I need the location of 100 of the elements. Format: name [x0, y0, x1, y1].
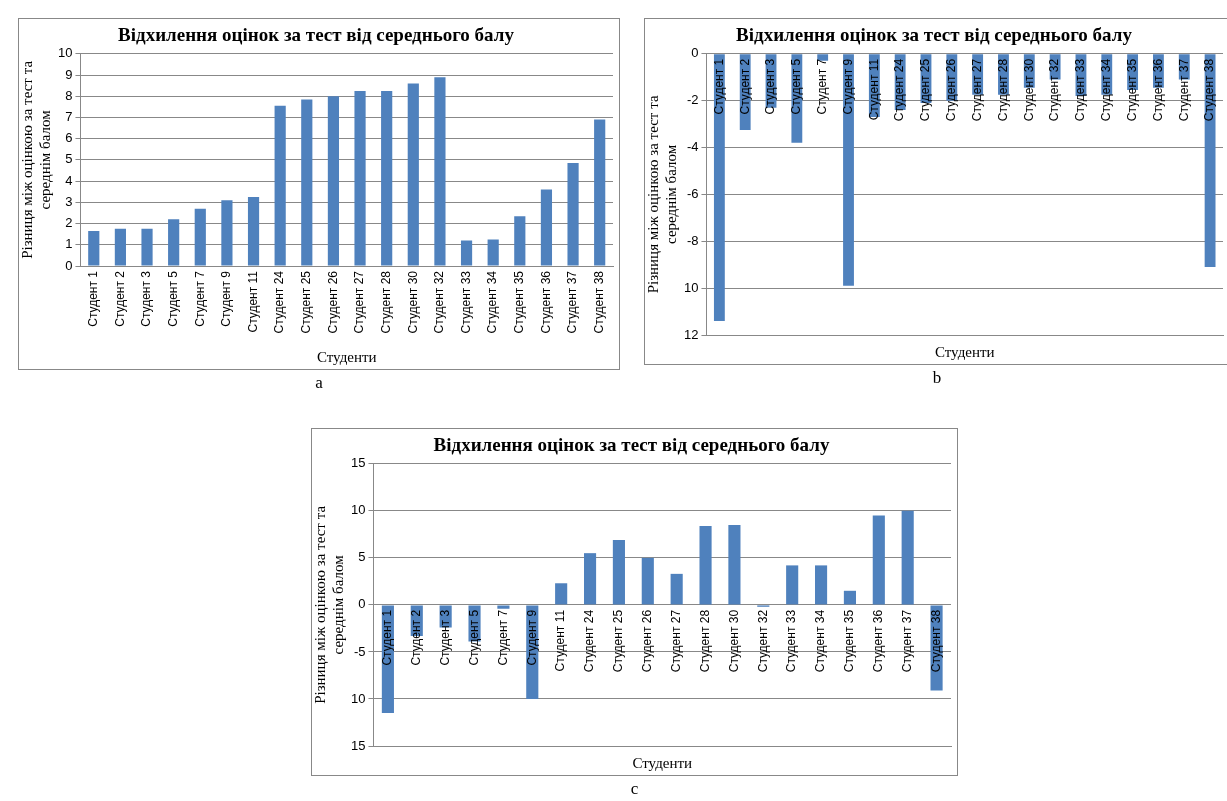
x-tick-label: Студент 24 [892, 58, 907, 122]
x-tick-label: Студент 33 [784, 609, 799, 673]
x-axis-title: Студенти [934, 343, 995, 360]
bar [381, 90, 393, 266]
x-tick-label: Студент 2 [112, 270, 127, 327]
x-tick-label: Студент 30 [1021, 58, 1036, 122]
x-tick-label: Студент 38 [1202, 58, 1217, 122]
bar [274, 105, 286, 266]
x-tick-label: Студент 3 [139, 270, 154, 327]
bar [327, 96, 340, 266]
x-tick-label: Студент 1 [380, 609, 395, 666]
x-tick-label: Студент 7 [192, 270, 207, 327]
y-tick-label: -8 [686, 232, 699, 248]
x-tick-label: Студент 28 [697, 609, 712, 673]
y-tick-label: 0 [358, 596, 366, 612]
x-tick-label: Студент 26 [640, 609, 655, 673]
chart-title: Відхилення оцінок за тест від середнього балу [736, 24, 1133, 46]
bar [88, 230, 100, 266]
y-tick-label: 10 [57, 45, 73, 61]
x-tick-label: Студент 25 [611, 609, 626, 673]
x-tick-label: Студент 34 [813, 609, 828, 673]
x-tick-label: Студент 36 [538, 270, 553, 334]
x-tick-label: Студент 1 [86, 270, 101, 327]
y-tick-label: 10 [350, 690, 366, 706]
x-tick-label: Студент 28 [995, 58, 1010, 122]
y-axis-title: Різниця між оцінкою за тест та середнім балом [18, 60, 53, 259]
x-tick-label: Студент 32 [1047, 58, 1062, 122]
bar [641, 557, 654, 605]
y-tick-label: 8 [65, 87, 73, 103]
y-tick-label: -2 [686, 92, 699, 108]
bar [354, 90, 366, 266]
bar [728, 524, 741, 605]
x-tick-label: Студент 5 [165, 270, 180, 327]
x-axis-title: Студенти [316, 348, 377, 365]
bar [221, 200, 233, 266]
x-tick-label: Студент 33 [458, 270, 473, 334]
chart-title: Відхилення оцінок за тест від середнього балу [433, 434, 830, 456]
bar [699, 525, 712, 605]
bar [514, 216, 526, 266]
x-tick-label: Студент 30 [726, 609, 741, 673]
y-tick-label: -4 [686, 139, 699, 155]
x-tick-label: Студент 32 [432, 270, 447, 334]
x-tick-label: Студент 2 [409, 609, 424, 666]
y-axis-title: Різниця між оцінкою за тест та середнім балом [644, 95, 679, 294]
x-tick-label: Студент 9 [219, 270, 234, 327]
y-tick-label: 3 [65, 193, 73, 209]
bar [567, 163, 579, 266]
x-tick-label: Студент 11 [553, 609, 568, 672]
x-tick-label: Студент 3 [437, 609, 452, 666]
bar [194, 208, 206, 266]
y-tick-label: 5 [358, 549, 366, 565]
x-tick-label: Студент 38 [592, 270, 606, 334]
x-tick-label: Студент 25 [299, 270, 314, 334]
bar [872, 515, 885, 605]
bar [670, 573, 683, 605]
x-tick-label: Студент 36 [871, 609, 886, 673]
bar [407, 83, 419, 266]
bar [460, 240, 473, 266]
x-tick-label: Студент 3 [763, 58, 778, 115]
x-tick-label: Студент 5 [789, 58, 804, 115]
x-tick-label: Студент 24 [582, 609, 597, 673]
x-axis-title: Студенти [632, 754, 693, 771]
x-tick-label: Студент 33 [1073, 58, 1088, 122]
x-tick-label: Студент 27 [352, 270, 367, 334]
x-tick-label: Студент 24 [272, 270, 287, 334]
bar [247, 197, 260, 266]
x-tick-label: Студент 2 [737, 58, 752, 115]
x-tick-label: Студент 35 [512, 270, 527, 334]
bar [497, 605, 510, 609]
y-tick-label: -5 [353, 643, 366, 659]
x-tick-label: Студент 5 [466, 609, 481, 666]
x-tick-label: Студент 35 [842, 609, 857, 673]
x-tick-label: Студент 30 [405, 270, 420, 334]
x-tick-label: Студент 37 [565, 270, 580, 334]
y-tick-label: 0 [65, 257, 73, 273]
x-tick-label: Студент 35 [1124, 58, 1139, 122]
bar [786, 565, 799, 605]
y-tick-label: 10 [683, 279, 699, 295]
bar [555, 583, 568, 605]
x-tick-label: Студент 9 [840, 58, 855, 115]
bar [814, 565, 828, 605]
y-tick-label: 7 [65, 109, 73, 125]
x-tick-label: Студент 26 [944, 58, 959, 122]
text: b [931, 368, 943, 388]
x-tick-label: Студент 28 [378, 270, 393, 334]
x-tick-label: Студент 37 [1176, 58, 1191, 122]
x-tick-label: Студент 7 [814, 58, 829, 115]
x-tick-label: Студент 7 [495, 609, 510, 666]
bar [168, 219, 180, 266]
text: c [629, 779, 640, 799]
x-tick-label: Студент 27 [668, 609, 683, 673]
y-tick-label: 10 [350, 502, 366, 518]
bar [594, 119, 606, 266]
bar [901, 510, 914, 605]
x-tick-label: Студент 11 [245, 270, 260, 333]
x-tick-label: Студент 11 [866, 58, 881, 121]
x-tick-label: Студент 1 [711, 58, 726, 115]
y-tick-label: 5 [65, 151, 73, 167]
y-tick-label: 6 [65, 130, 73, 146]
bar [141, 228, 153, 266]
